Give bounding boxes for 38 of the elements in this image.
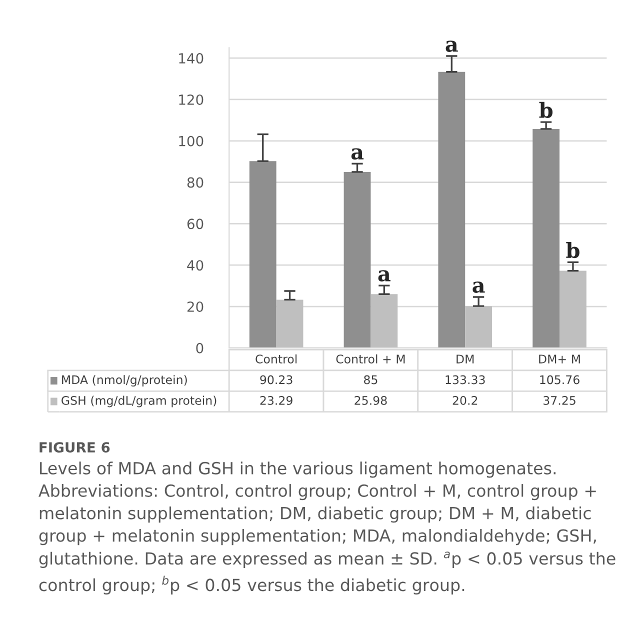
y-tick-label: 0 [196, 342, 204, 354]
annotation: a [472, 282, 485, 293]
bar [249, 161, 276, 348]
bar [344, 172, 371, 348]
bar [465, 306, 492, 348]
y-tick-label: 120 [179, 94, 204, 105]
data-label: 85 [364, 375, 378, 384]
annotation: a [378, 270, 390, 282]
data-label: 133.33 [446, 375, 485, 384]
annotation: b [566, 242, 580, 258]
y-tick-label: 80 [187, 177, 204, 188]
caption: FIGURE 6 [40, 442, 110, 453]
y-tick-label: 40 [187, 260, 204, 271]
annotation: b [539, 102, 553, 118]
data-label: 25.98 [354, 396, 387, 405]
data-label: 90.23 [260, 375, 292, 384]
legend-label: GSH (mg/dL/gram protein) [62, 396, 216, 408]
x-tick-label: Control + M [336, 354, 405, 364]
x-tick-label: DM+ M [539, 354, 580, 364]
bar [532, 128, 560, 348]
data-label: 23.29 [260, 396, 292, 405]
data-label: 20.2 [452, 396, 478, 405]
bar [370, 294, 398, 348]
x-tick-label: DM [456, 354, 474, 364]
y-tick-label: 20 [187, 301, 204, 312]
annotation: a [351, 148, 364, 160]
bar [560, 270, 586, 348]
y-tick-label: 100 [179, 136, 204, 146]
legend-label: MDA (nmol/g/protein) [62, 375, 187, 386]
annotation: a [446, 40, 458, 52]
y-tick-label: 140 [179, 53, 204, 64]
data-label: 105.76 [540, 375, 580, 384]
y-tick-label: 60 [187, 218, 204, 230]
x-tick-label: Control [256, 354, 297, 364]
bar [438, 72, 466, 348]
bar [276, 300, 304, 348]
text: Levels of MDA and GSH in the various ligament homogenates. Abbreviations: Control, control group; Control + M, control group + melatonin supplementation; DM, diabetic group; DM + M, diabetic group + melatonin supplementation; MDA, malondialdehyde; GSH, glutathione. Data are expressed as mean ± SD. $^{a}$p < 0.05 versus the control group; $^{b}$p < 0.05 versus the diabetic group. [38, 462, 616, 594]
data-label: 37.25 [544, 396, 576, 405]
